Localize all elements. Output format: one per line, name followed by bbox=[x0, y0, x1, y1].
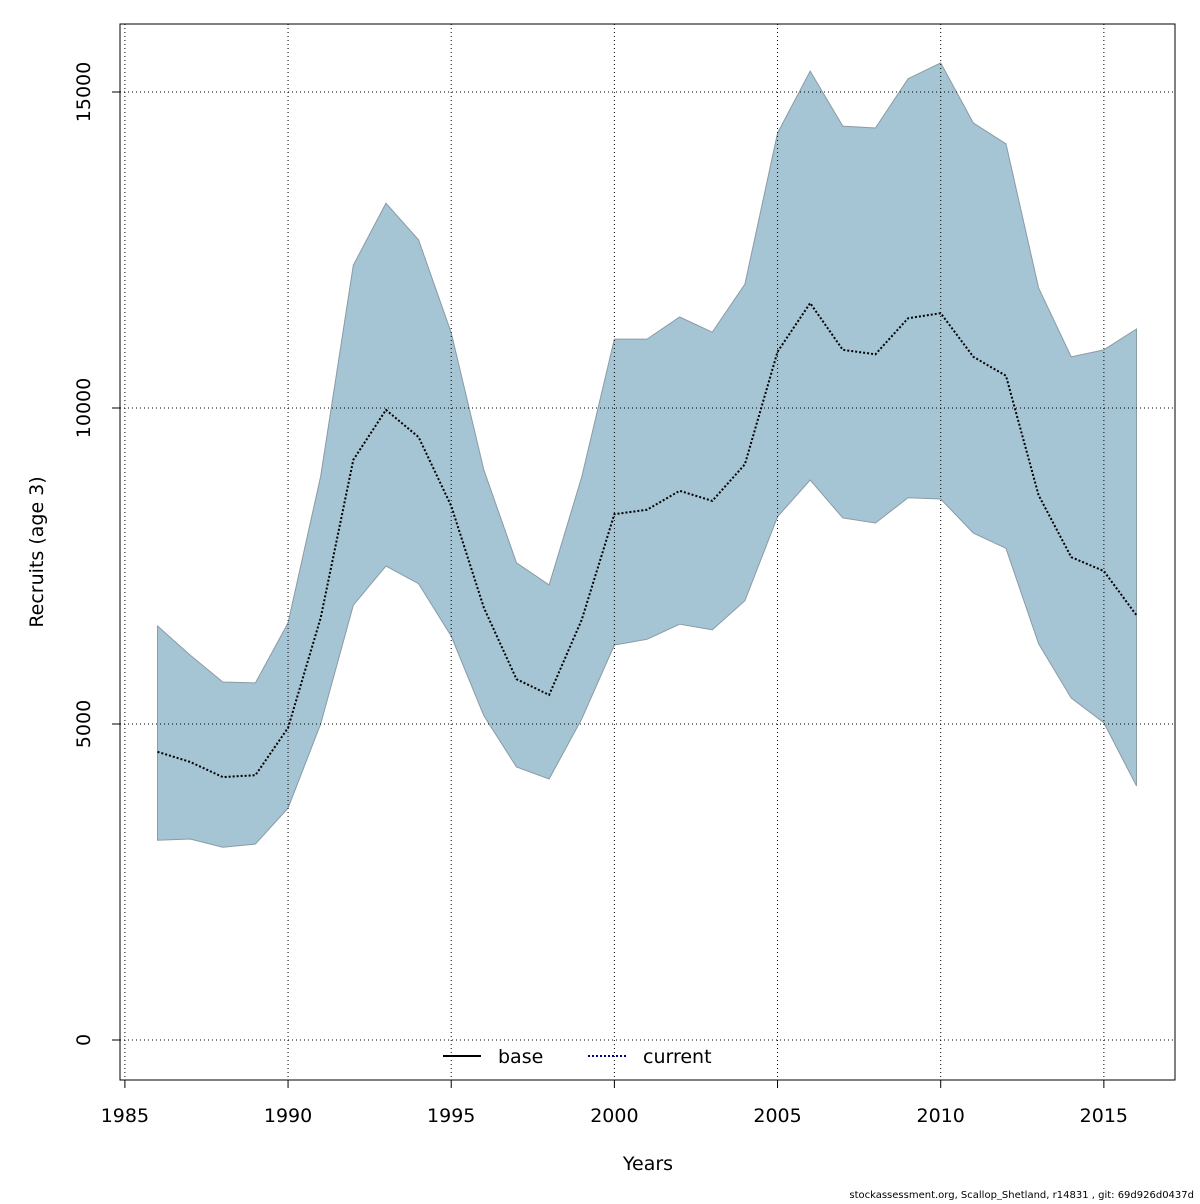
y-axis-label: Recruits (age 3) bbox=[26, 476, 48, 627]
x-tick-label: 2010 bbox=[917, 1105, 965, 1127]
line bbox=[157, 301, 1138, 779]
y-tick-label: 10000 bbox=[73, 378, 95, 438]
x-tick-label: 1990 bbox=[264, 1105, 312, 1127]
x-tick-label: 2015 bbox=[1080, 1105, 1128, 1127]
y-tick-label: 15000 bbox=[73, 62, 95, 122]
confidence-band bbox=[157, 62, 1137, 848]
legend-label: base bbox=[498, 1046, 543, 1068]
y-tick-label: 5000 bbox=[73, 700, 95, 748]
footer: stockassessment.org, Scallop_Shetland, r… bbox=[849, 1190, 1194, 1200]
x-axis-label: Years bbox=[622, 1153, 673, 1175]
x-tick-label: 1985 bbox=[101, 1105, 149, 1127]
plot-frame bbox=[119, 23, 1176, 1081]
legend-label: current bbox=[643, 1046, 712, 1068]
x-tick-label: 2005 bbox=[753, 1105, 801, 1127]
x-tick-label: 2000 bbox=[590, 1105, 638, 1127]
y-tick-label: 0 bbox=[73, 1034, 95, 1046]
x-tick-label: 1995 bbox=[427, 1105, 475, 1127]
